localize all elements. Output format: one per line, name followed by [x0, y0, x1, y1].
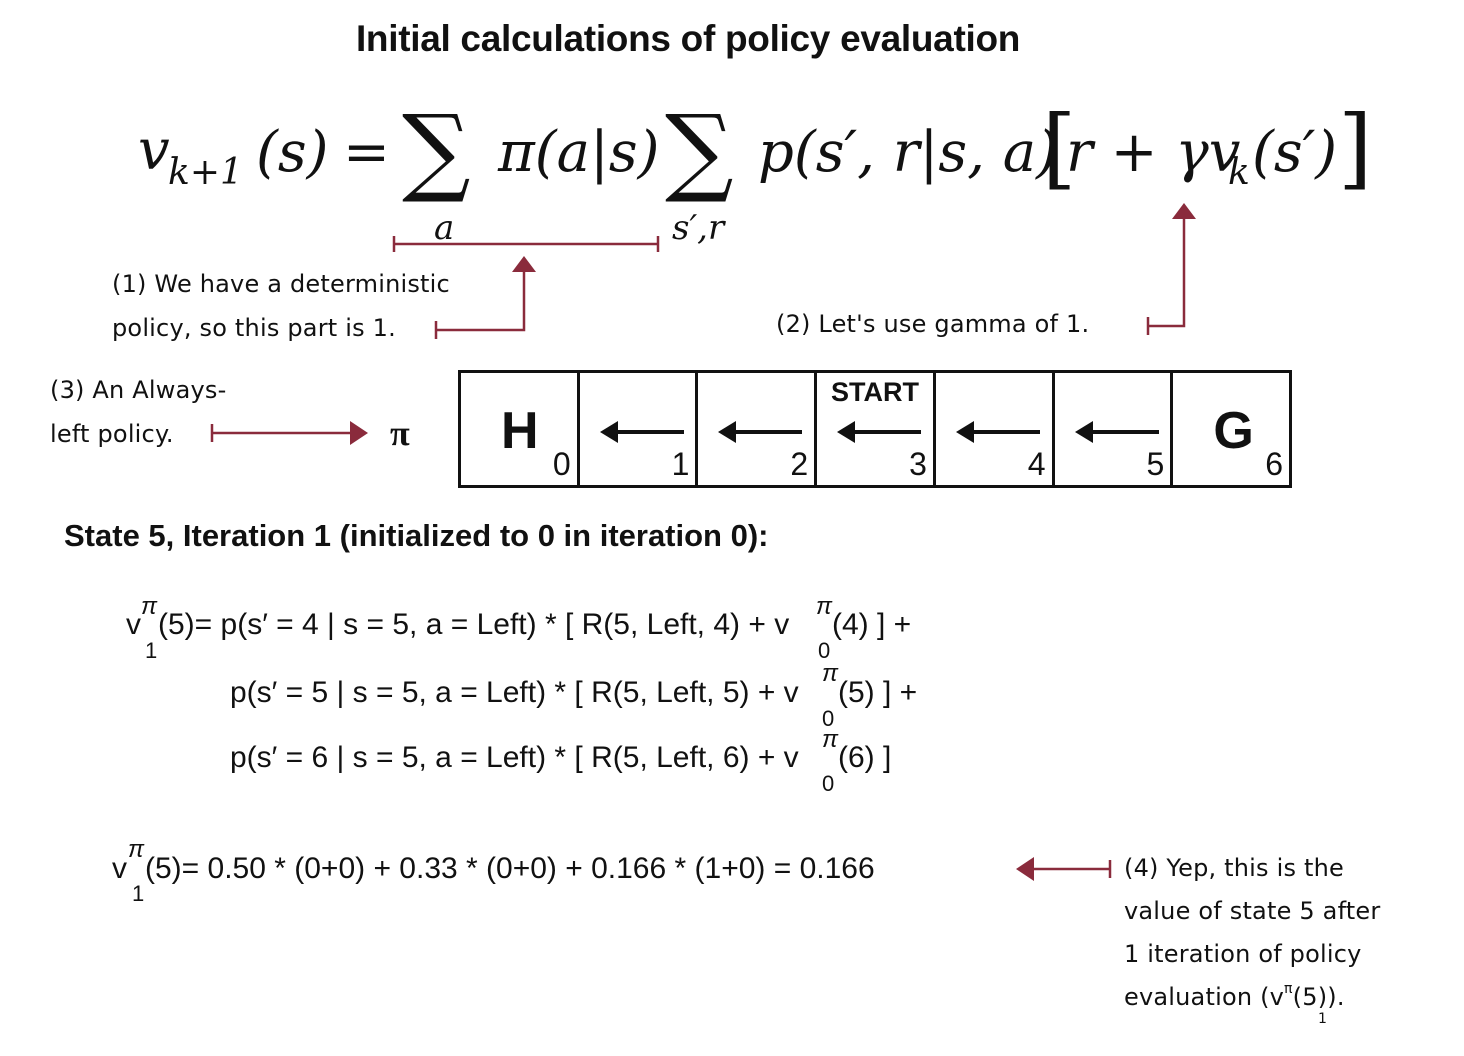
formula-policy-term: π(a|s) [498, 120, 660, 185]
formula-bracket-close: ] [1338, 96, 1373, 199]
note-result-line4-text: evaluation (v [1124, 983, 1285, 1011]
state-number: 0 [552, 446, 571, 482]
formula-lhs-v: v [138, 118, 170, 183]
result-text: (5)= 0.50 * (0+0) + 0.33 * (0+0) + 0.166… [145, 852, 875, 885]
grid-cell-5: 5 [1055, 373, 1174, 485]
result-v: v [112, 852, 127, 885]
note-deterministic-line1: (1) We have a deterministic [112, 270, 450, 298]
arrow-note4-to-result [1016, 857, 1112, 881]
state-number: 2 [790, 446, 809, 482]
formula-sum-index-s-r: s′,r [672, 208, 725, 248]
note-always-left-line2: left policy. [50, 420, 174, 448]
arrow-note2-to-gamma [1146, 203, 1196, 335]
note-gamma: (2) Let's use gamma of 1. [776, 310, 1090, 338]
result-pi-superscript: π [128, 836, 145, 863]
formula-bracket-subscript: k [1228, 152, 1250, 193]
left-arrow-icon [955, 421, 1040, 443]
formula-sum-over-actions: ∑ [402, 94, 471, 206]
left-arrow-icon [599, 421, 684, 443]
formula-sum-over-next-states: ∑ [665, 94, 734, 206]
policy-pi-symbol: π [390, 413, 410, 453]
page-title: Initial calculations of policy evaluatio… [355, 18, 1021, 59]
note-always-left-line1: (3) An Always- [50, 376, 227, 404]
goal-label: G [1213, 402, 1254, 460]
formula-bracket-argument: (s′) [1252, 120, 1338, 185]
formula-bracket-open: [ [1042, 96, 1077, 199]
grid-world: H 0 1 2 START 3 4 5 G 6 [458, 370, 1292, 488]
note-result-subscript: 1 [1318, 1011, 1328, 1027]
eq3-text-a: p(s′ = 6 | s = 5, a = Left) * [ R(5, Lef… [230, 741, 799, 774]
arrow-note3-to-policy [210, 421, 368, 445]
eq2-text-b: (5) ] + [838, 676, 918, 709]
note-result-line2: value of state 5 after [1124, 897, 1381, 925]
formula-lhs-subscript: k+1 [168, 152, 243, 193]
eq1-pi-superscript: π [141, 593, 158, 620]
state-number: 4 [1027, 446, 1046, 482]
grid-cell-2: 2 [698, 373, 818, 485]
formula-equals: = [343, 120, 390, 185]
note-result-line1: (4) Yep, this is the [1124, 854, 1344, 882]
state-number: 1 [671, 446, 690, 482]
eq1-text-b: (4) ] + [832, 608, 912, 641]
left-arrow-icon [718, 421, 803, 443]
eq3-text-b: (6) ] [838, 741, 892, 774]
eq1-inner-subscript: 0 [818, 638, 831, 663]
note-deterministic-line2: policy, so this part is 1. [112, 314, 396, 342]
grid-cell-3: START 3 [817, 373, 936, 485]
iteration-heading: State 5, Iteration 1 (initialized to 0 i… [64, 518, 769, 553]
note-result-pi: π [1284, 981, 1293, 997]
result-subscript: 1 [132, 881, 145, 906]
state-number: 5 [1146, 446, 1165, 482]
eq2-text-a: p(s′ = 5 | s = 5, a = Left) * [ R(5, Lef… [230, 676, 799, 709]
left-arrow-icon [1074, 421, 1159, 443]
state-number: 6 [1265, 446, 1284, 482]
formula-lhs-argument: (s) [256, 120, 329, 185]
eq1-v: v [126, 608, 141, 641]
note-result-tail: (5)). [1292, 983, 1345, 1011]
eq1-subscript: 1 [145, 638, 158, 663]
hole-label: H [501, 402, 539, 460]
formula-bracket-reward-gamma: r + γv [1066, 120, 1241, 185]
note-result-line4: evaluation (vπ(5)). 1 [1124, 981, 1345, 1027]
arrow-note1-to-bracket [434, 256, 536, 339]
formula-transition-term: p(s′, r|s, a) [758, 120, 1058, 185]
left-arrow-icon [837, 421, 922, 443]
formula-sum-index-a: a [434, 208, 455, 248]
grid-cell-1: 1 [580, 373, 699, 485]
start-label: START [831, 377, 920, 407]
eq1-text-a: (5)= p(s′ = 4 | s = 5, a = Left) * [ R(5… [158, 608, 790, 641]
grid-cell-4: 4 [936, 373, 1055, 485]
eq3-inner-pi: π [822, 726, 839, 753]
state-number: 3 [909, 446, 927, 482]
eq3-inner-subscript: 0 [822, 771, 835, 796]
eq2-inner-pi: π [822, 660, 839, 687]
bracket-under-policy-sum [392, 236, 660, 252]
eq2-inner-subscript: 0 [822, 706, 835, 731]
note-result-line3: 1 iteration of policy [1124, 940, 1362, 968]
eq1-inner-pi: π [816, 593, 833, 620]
